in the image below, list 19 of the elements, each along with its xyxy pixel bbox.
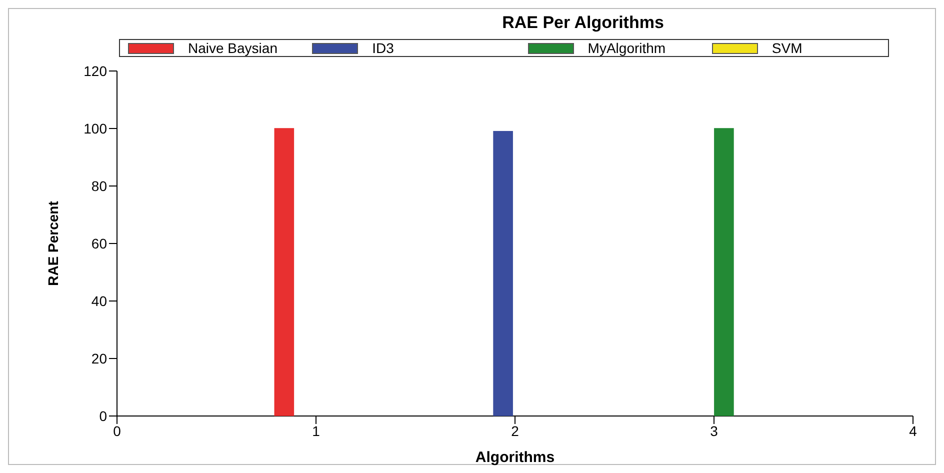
y-tick-label: 120: [84, 62, 108, 79]
y-tick-label: 20: [91, 350, 108, 366]
x-tick-label: 3: [710, 422, 718, 439]
x-tick-label: 0: [113, 422, 122, 439]
x-tick-label: 2: [511, 422, 520, 439]
legend-label: ID3: [372, 40, 394, 56]
x-tick-label: 4: [909, 422, 918, 439]
legend-label: Naive Baysian: [188, 40, 278, 56]
y-tick-label: 40: [91, 292, 108, 309]
legend-label: SVM: [772, 40, 802, 56]
x-axis-title: Algorithms: [475, 449, 555, 466]
y-axis-title: RAE Percent: [44, 200, 61, 286]
y-tick-label: 0: [99, 408, 108, 424]
y-tick-label: 100: [84, 120, 108, 136]
y-tick-label: 80: [91, 178, 108, 194]
y-tick-label: 60: [91, 235, 108, 252]
legend-label: MyAlgorithm: [588, 40, 666, 56]
x-tick-label: 1: [312, 422, 320, 439]
chart-title: RAE Per Algorithms: [501, 13, 665, 33]
